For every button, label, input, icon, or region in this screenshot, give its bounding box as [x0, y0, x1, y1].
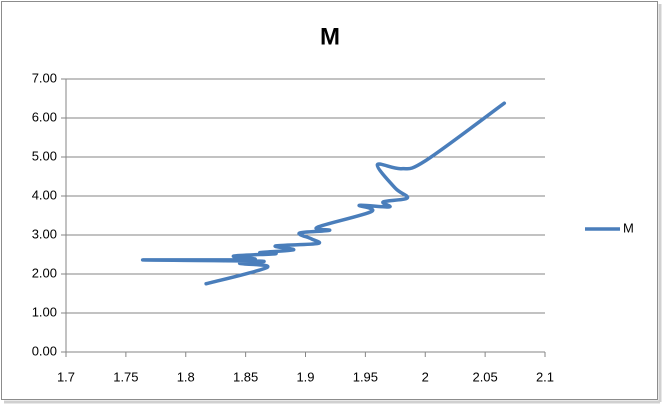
legend-label: M	[623, 220, 634, 235]
y-tick-label: 5.00	[32, 148, 57, 163]
x-tick-label: 1.7	[57, 369, 75, 384]
y-tick-label: 7.00	[32, 70, 57, 85]
x-tick-label: 1.9	[296, 369, 314, 384]
y-tick-label: 1.00	[32, 304, 57, 319]
y-tick-label: 3.00	[32, 226, 57, 241]
x-tick-label: 1.95	[353, 369, 378, 384]
chart-title: M	[320, 23, 340, 50]
y-tick-label: 0.00	[32, 343, 57, 358]
y-tick-label: 2.00	[32, 265, 57, 280]
x-tick-label: 2.1	[536, 369, 554, 384]
x-tick-label: 1.85	[233, 369, 258, 384]
x-tick-label: 1.75	[113, 369, 138, 384]
x-tick-label: 2	[422, 369, 429, 384]
chart-frame	[1, 1, 658, 400]
x-tick-label: 2.05	[472, 369, 497, 384]
y-tick-label: 4.00	[32, 187, 57, 202]
data-line	[140, 101, 507, 286]
x-tick-label: 1.8	[177, 369, 195, 384]
y-tick-label: 6.00	[32, 109, 57, 124]
